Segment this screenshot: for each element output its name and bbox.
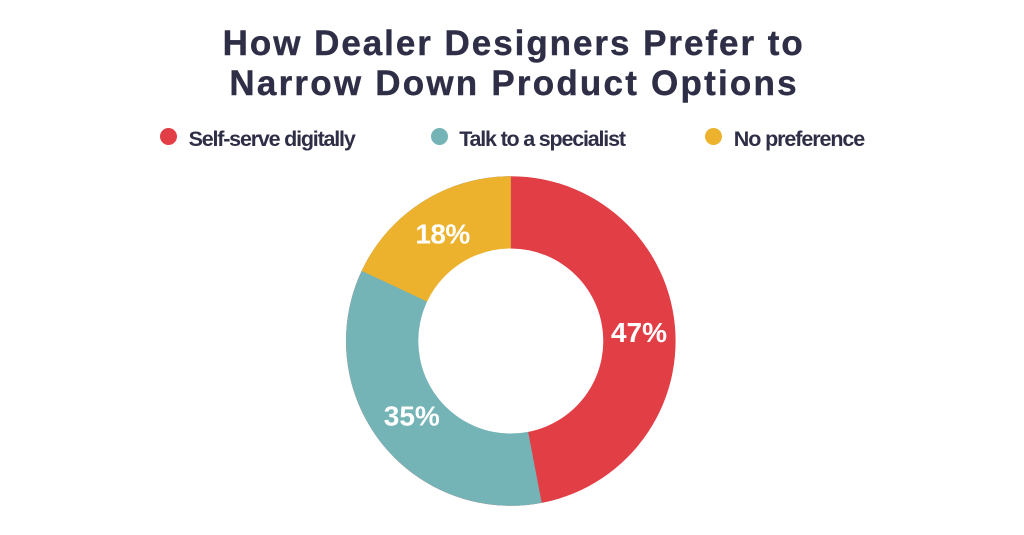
svg-text:35%: 35% xyxy=(384,401,440,432)
svg-text:47%: 47% xyxy=(611,317,667,348)
svg-text:18%: 18% xyxy=(415,219,470,250)
